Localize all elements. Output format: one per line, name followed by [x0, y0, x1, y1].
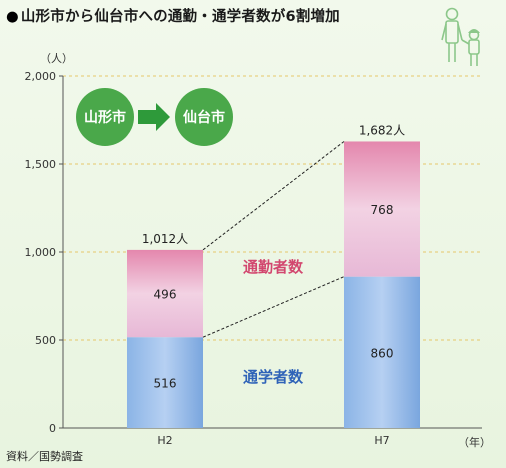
y-unit-label: （人） [40, 52, 73, 65]
bar-h2-commute [127, 249, 203, 338]
series-label-commute: 通勤者数 [243, 258, 304, 276]
route-to-label: 仙台市 [183, 109, 225, 126]
y-tick-labels: 0 500 1,000 1,500 2,000 [25, 70, 57, 435]
y-tick-label: 0 [49, 422, 56, 435]
y-tick-label: 1,000 [25, 246, 57, 259]
segment-value-label: 496 [154, 288, 177, 302]
y-tick-label: 500 [35, 334, 56, 347]
x-tick-labels: H2 H7 [157, 434, 389, 447]
bar-totals: 1,012人 1,682人 [142, 123, 405, 245]
y-tick-label: 1,500 [25, 158, 57, 171]
y-tick-label: 2,000 [25, 70, 57, 83]
segment-value-label: 768 [371, 203, 394, 217]
source-note: 資料／国勢調査 [6, 450, 83, 463]
x-unit-label: （年） [458, 435, 491, 449]
bar-total-label: 1,682人 [359, 123, 405, 137]
bar-h7-commute [344, 141, 420, 277]
route-badge: 山形市 仙台市 [76, 88, 233, 146]
chart-title: ● 山形市から仙台市への通勤・通学者数が6割増加 [6, 5, 340, 26]
people-icon [441, 7, 480, 66]
route-to-circle [175, 88, 233, 146]
route-from-label: 山形市 [84, 109, 126, 126]
title-text: 山形市から仙台市への通勤・通学者数が6割増加 [20, 9, 340, 25]
x-tick-label: H2 [157, 434, 172, 447]
title-bullet: ● [6, 9, 19, 25]
x-tick-label: H7 [374, 434, 389, 447]
bar-h2-school [127, 337, 203, 428]
segment-value-label: 860 [371, 346, 394, 360]
segment-labels: 516 496 860 768 [154, 203, 394, 391]
connector-middle [202, 276, 345, 338]
bars [127, 141, 420, 428]
bar-total-label: 1,012人 [142, 232, 188, 246]
bar-h7-school [344, 276, 420, 428]
connector-top [202, 141, 345, 251]
series-label-school: 通学者数 [243, 368, 304, 386]
growth-connectors [202, 141, 345, 338]
route-from-circle [76, 88, 134, 146]
child-hat-icon [468, 29, 480, 33]
arrow-right-icon [138, 103, 170, 131]
segment-value-label: 516 [154, 377, 177, 391]
